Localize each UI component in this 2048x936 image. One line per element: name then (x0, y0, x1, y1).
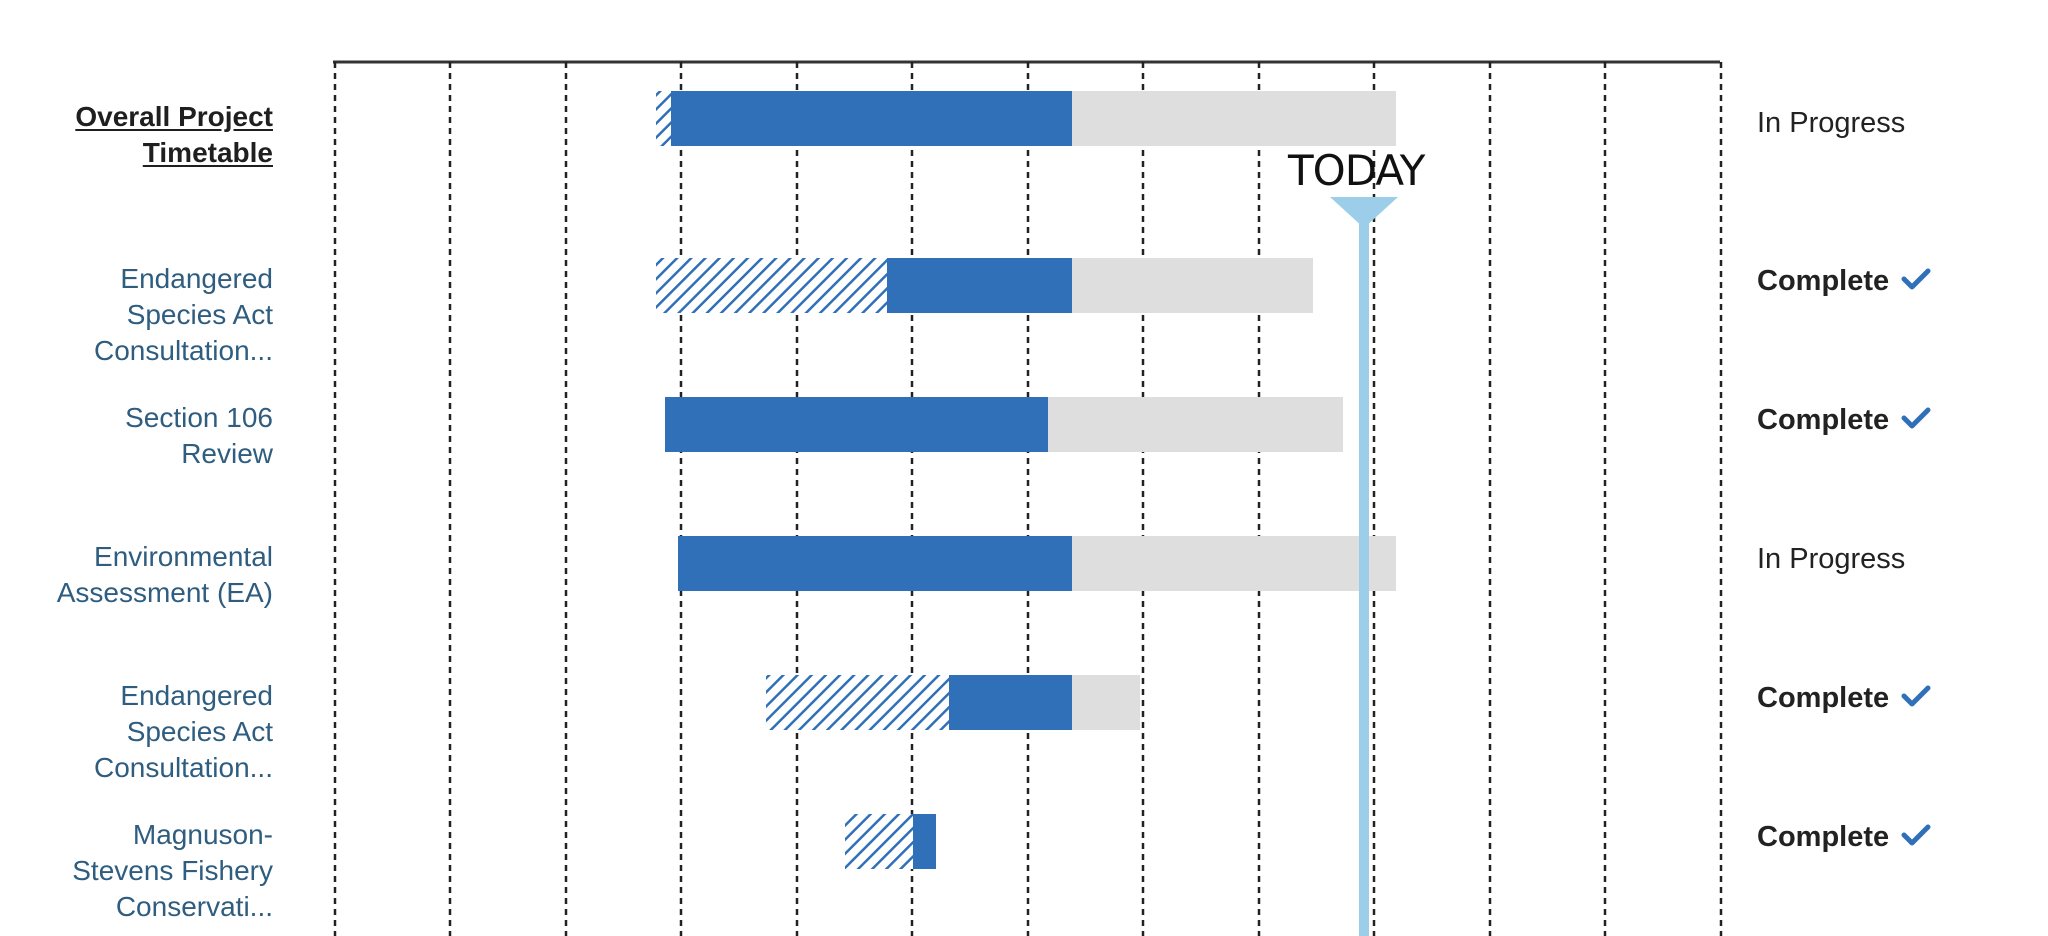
status-esa-consultation: Complete (1757, 263, 1931, 300)
row-label-esa-consultation-2[interactable]: Endangered Species Act Consultation... (94, 680, 273, 783)
today-triangle-icon (1330, 197, 1398, 228)
status-text: Complete (1757, 265, 1890, 297)
bar-actual-segment (665, 397, 1048, 452)
bar-hatched-segment (656, 91, 671, 146)
status-overall: In Progress (1757, 105, 1905, 141)
checkmark-icon (1901, 403, 1931, 439)
bar-actual-segment (949, 675, 1072, 730)
checkmark-icon (1901, 264, 1931, 300)
bar-actual-segment (678, 536, 1072, 591)
grid-lines (333, 62, 1723, 936)
today-marker (1330, 197, 1398, 936)
bar-actual-segment (671, 91, 1072, 146)
row-label-overall-project[interactable]: Overall Project Timetable (75, 101, 273, 168)
bar-actual-segment (913, 814, 936, 869)
status-text: Complete (1757, 404, 1890, 436)
status-esa-consultation-2: Complete (1757, 680, 1931, 717)
gantt-bar-esa-1[interactable] (656, 258, 1313, 313)
status-text: Complete (1757, 821, 1890, 853)
gantt-bar-section-106[interactable] (665, 397, 1343, 452)
today-line (1359, 200, 1369, 936)
today-label: TODAY (1288, 146, 1425, 195)
row-label-magnuson-stevens[interactable]: Magnuson- Stevens Fishery Conservati... (72, 819, 273, 922)
status-text: Complete (1757, 682, 1890, 714)
status-text: In Progress (1757, 543, 1906, 575)
gantt-bar-magnuson-stevens[interactable] (845, 814, 936, 869)
status-section-106: Complete (1757, 402, 1931, 439)
status-magnuson-stevens: Complete (1757, 819, 1931, 856)
gantt-bar-esa-2[interactable] (766, 675, 1140, 730)
status-environmental-assessment: In Progress (1757, 541, 1905, 577)
row-label-environmental-assessment[interactable]: Environmental Assessment (EA) (56, 541, 273, 608)
bar-actual-segment (887, 258, 1072, 313)
row-label-esa-consultation[interactable]: Endangered Species Act Consultation... (94, 263, 273, 366)
bar-hatched-segment (656, 258, 887, 313)
gantt-bar-ea[interactable] (678, 536, 1396, 591)
row-label-section-106[interactable]: Section 106 Review (125, 402, 273, 469)
bar-hatched-segment (845, 814, 913, 869)
status-text: In Progress (1757, 107, 1906, 139)
bar-hatched-segment (766, 675, 949, 730)
gantt-bar-overall[interactable] (656, 91, 1396, 146)
checkmark-icon (1901, 820, 1931, 856)
checkmark-icon (1901, 681, 1931, 717)
